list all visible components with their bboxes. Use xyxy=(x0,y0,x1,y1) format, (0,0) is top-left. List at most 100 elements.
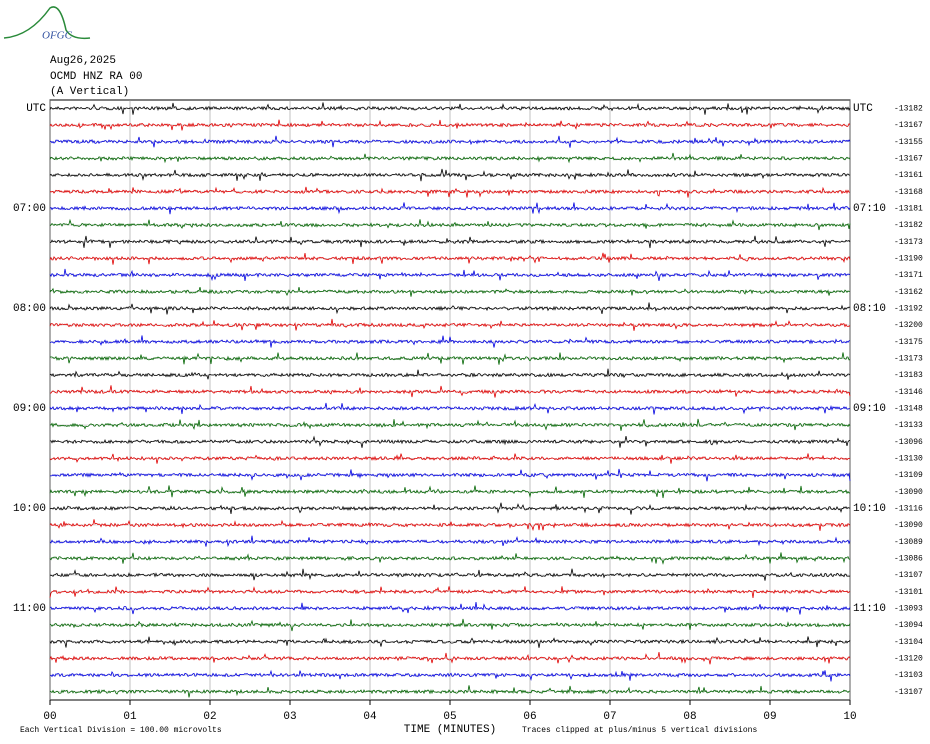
trace xyxy=(49,119,851,131)
date: Aug26,2025 xyxy=(50,55,116,67)
offset-label: -13200 xyxy=(894,321,923,330)
offset-label: -13101 xyxy=(894,588,923,597)
left-time-label: 09:00 xyxy=(13,403,46,415)
station: OCMD HNZ RA 00 xyxy=(50,71,142,83)
left-time-label: 08:00 xyxy=(13,303,46,315)
right-time-label: 11:10 xyxy=(853,603,886,615)
x-tick-label: 06 xyxy=(523,711,536,723)
left-time-label: 07:00 xyxy=(13,203,46,215)
right-time-label: 09:10 xyxy=(853,403,886,415)
offset-label: -13086 xyxy=(894,554,923,563)
x-tick-label: 03 xyxy=(283,711,296,723)
offset-label: -13090 xyxy=(894,521,923,530)
x-tick-label: 08 xyxy=(683,711,696,723)
trace xyxy=(49,652,851,665)
trace xyxy=(49,286,851,297)
x-tick-label: 01 xyxy=(123,711,137,723)
offset-label: -13161 xyxy=(894,171,923,180)
trace xyxy=(49,586,851,598)
trace xyxy=(49,552,851,565)
trace xyxy=(49,535,851,548)
right-time-label: UTC xyxy=(853,103,873,115)
offset-label: -13148 xyxy=(894,404,923,413)
logo-text: OFGC xyxy=(42,30,73,42)
trace xyxy=(49,502,851,515)
trace xyxy=(49,218,851,231)
offset-label: -13155 xyxy=(894,138,923,147)
x-tick-label: 05 xyxy=(443,711,456,723)
component: (A Vertical) xyxy=(50,86,129,98)
left-time-label: 10:00 xyxy=(13,503,46,515)
x-tick-label: 07 xyxy=(603,711,616,723)
offset-label: -13146 xyxy=(894,388,923,397)
trace xyxy=(49,636,851,648)
trace xyxy=(49,485,851,499)
clip-note: Traces clipped at plus/minus 5 vertical … xyxy=(522,726,757,735)
trace xyxy=(49,385,851,398)
trace xyxy=(49,618,851,632)
trace xyxy=(49,186,851,198)
x-tick-label: 09 xyxy=(763,711,776,723)
offset-label: -13104 xyxy=(894,638,923,647)
x-tick-label: 02 xyxy=(203,711,216,723)
logo-mark xyxy=(3,6,91,40)
offset-label: -13096 xyxy=(894,438,923,447)
offset-label: -13173 xyxy=(894,354,923,363)
left-time-label: 11:00 xyxy=(13,603,46,615)
trace xyxy=(50,568,851,581)
left-time-label: UTC xyxy=(26,103,46,115)
trace xyxy=(49,318,851,331)
trace xyxy=(49,418,851,431)
trace xyxy=(49,135,851,148)
trace xyxy=(49,602,851,615)
offset-label: -13107 xyxy=(894,688,923,697)
offset-label: -13182 xyxy=(894,104,923,113)
offset-label: -13133 xyxy=(894,421,923,430)
x-tick-label: 10 xyxy=(843,711,856,723)
offset-label: -13173 xyxy=(894,238,923,247)
trace xyxy=(49,335,851,348)
offset-label: -13116 xyxy=(894,504,923,513)
trace xyxy=(49,685,851,698)
trace xyxy=(50,435,851,448)
offset-label: -13183 xyxy=(894,371,923,380)
offset-label: -13192 xyxy=(894,304,923,313)
offset-label: -13107 xyxy=(894,571,923,580)
offset-label: -13089 xyxy=(894,538,923,547)
offset-label: -13190 xyxy=(894,254,923,263)
right-time-label: 07:10 xyxy=(853,203,886,215)
offset-label: -13175 xyxy=(894,338,923,347)
trace xyxy=(49,102,851,115)
trace xyxy=(49,168,851,182)
offset-label: -13090 xyxy=(894,488,923,497)
right-time-label: 08:10 xyxy=(853,303,886,315)
trace xyxy=(49,352,851,365)
x-tick-label: 00 xyxy=(43,711,56,723)
offset-label: -13109 xyxy=(894,471,923,480)
offset-label: -13120 xyxy=(894,654,923,663)
trace xyxy=(49,252,851,265)
offset-label: -13168 xyxy=(894,188,923,197)
trace xyxy=(50,235,851,249)
offset-label: -13103 xyxy=(894,671,923,680)
trace xyxy=(49,268,851,282)
offset-label: -13130 xyxy=(894,454,923,463)
trace xyxy=(49,202,851,215)
offset-label: -13094 xyxy=(894,621,923,630)
offset-label: -13182 xyxy=(894,221,923,230)
offset-label: -13181 xyxy=(894,204,923,213)
right-time-label: 10:10 xyxy=(853,503,886,515)
trace xyxy=(50,669,851,682)
offset-label: -13167 xyxy=(894,121,923,130)
trace xyxy=(49,468,851,482)
scale-note: Each Vertical Division = 100.00 microvol… xyxy=(20,726,222,735)
offset-label: -13171 xyxy=(894,271,923,280)
offset-label: -13162 xyxy=(894,288,923,297)
offset-label: -13167 xyxy=(894,154,923,163)
trace xyxy=(49,302,851,315)
trace xyxy=(49,402,851,415)
trace xyxy=(49,152,851,164)
trace xyxy=(49,453,851,464)
offset-label: -13093 xyxy=(894,604,923,613)
